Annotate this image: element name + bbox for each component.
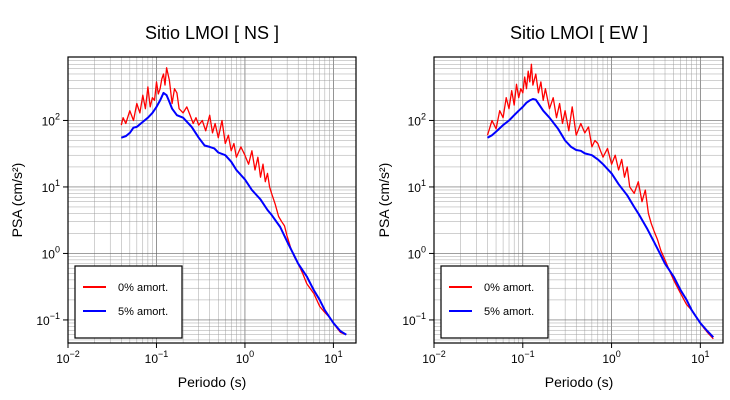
y-axis-label: PSA (cm/s²) bbox=[376, 163, 392, 238]
legend-box bbox=[440, 265, 549, 339]
y-axis-label: PSA (cm/s²) bbox=[9, 163, 25, 238]
series-line-5pct bbox=[120, 91, 347, 336]
series-lines bbox=[486, 63, 715, 340]
x-tick-label: 10−1 bbox=[145, 349, 169, 366]
x-axis-label: Periodo (s) bbox=[178, 374, 246, 390]
chart-ns: Sitio LMOI [ NS ] 10−2 10−1 100 10110−11001… bbox=[9, 23, 357, 390]
y-tick-label: 100 bbox=[42, 244, 60, 261]
chart-ew: Sitio LMOI [ EW ] 10−2 10−1 100 101 10−1 100 1… bbox=[376, 23, 724, 390]
y-tick-label: 101 bbox=[408, 178, 426, 195]
legend-label-5pct: 5% amort. bbox=[484, 306, 534, 318]
y-tick-label: 10−1 bbox=[402, 311, 426, 328]
ticks: 10−2 10−1 100 101 10−1 100 101 102 bbox=[36, 111, 342, 366]
legend-label-5pct: 5% amort. bbox=[118, 306, 168, 318]
x-tick-label: 10−2 bbox=[56, 349, 80, 366]
y-tick-label: 101 bbox=[42, 178, 60, 195]
legend: 0% amort. 5% amort. bbox=[74, 265, 183, 339]
x-axis-label: Periodo (s) bbox=[545, 374, 613, 390]
y-tick-label: 10−1 bbox=[36, 311, 60, 328]
x-tick-label: 100 bbox=[236, 349, 254, 366]
x-tick-label: 101 bbox=[324, 349, 342, 366]
chart-title: Sitio LMOI [ EW ] bbox=[510, 23, 648, 43]
series-lines bbox=[120, 67, 347, 336]
legend-label-0pct: 0% amort. bbox=[118, 282, 168, 294]
x-tick-label: 101 bbox=[691, 349, 709, 366]
chart-title: Sitio LMOI [ NS ] bbox=[145, 23, 279, 43]
series-line-5pct bbox=[487, 98, 715, 338]
y-tick-label: 102 bbox=[408, 111, 426, 128]
plot-frame bbox=[433, 56, 724, 344]
legend-box bbox=[74, 265, 183, 339]
grid bbox=[67, 56, 356, 343]
plot-frame bbox=[67, 56, 357, 344]
x-tick-label: 10−1 bbox=[511, 349, 535, 366]
y-tick-label: 102 bbox=[42, 111, 60, 128]
legend-label-0pct: 0% amort. bbox=[484, 282, 534, 294]
legend: 0% amort. 5% amort. bbox=[440, 265, 549, 339]
x-tick-label: 10−2 bbox=[422, 349, 446, 366]
series-line-0pct bbox=[486, 63, 714, 340]
x-tick-label: 100 bbox=[602, 349, 620, 366]
y-tick-label: 100 bbox=[408, 244, 426, 261]
